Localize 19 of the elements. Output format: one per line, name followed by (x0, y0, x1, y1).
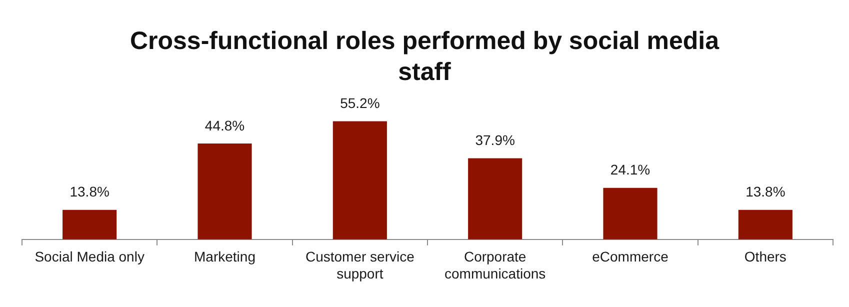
bar (738, 210, 792, 240)
bar (332, 121, 387, 240)
chart-title: Cross-functional roles performed by social media staff (128, 26, 720, 88)
data-label: 44.8% (204, 117, 245, 134)
data-label: 37.9% (475, 132, 515, 148)
data-label: 55.2% (340, 95, 380, 112)
data-label: 24.1% (610, 162, 650, 178)
x-tick-label: Customer service support (305, 248, 415, 282)
x-tick-label: eCommerce (592, 248, 669, 265)
bar (468, 158, 522, 240)
x-tick-label: Marketing (194, 248, 256, 265)
bar (198, 144, 252, 240)
bar (603, 188, 658, 240)
x-tick-label: Social Media only (34, 248, 144, 265)
data-label: 13.8% (746, 184, 786, 200)
bar (62, 210, 117, 240)
data-label: 13.8% (70, 184, 110, 200)
x-tick-label: Others (744, 248, 786, 265)
x-tick-label: Corporate communications (444, 248, 546, 282)
